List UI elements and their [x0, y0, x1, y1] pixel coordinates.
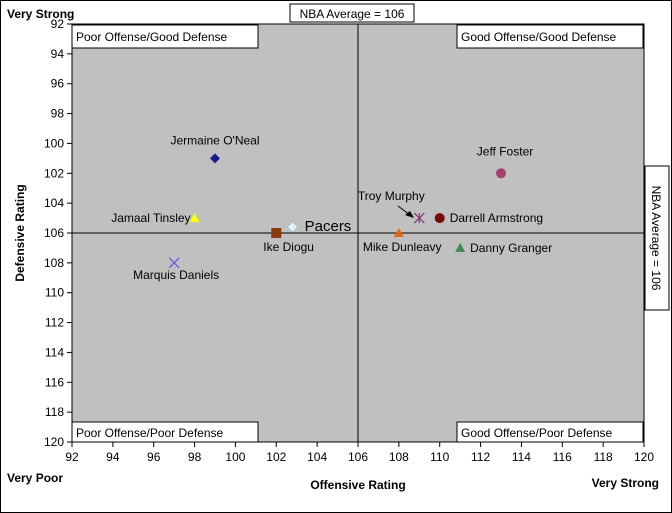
- quadrant-label-top-left: Poor Offense/Good Defense: [71, 24, 259, 49]
- label-danny-granger: Danny Granger: [470, 241, 552, 255]
- y-tick-label: 100: [44, 136, 64, 150]
- x-tick-label: 96: [147, 450, 161, 464]
- x-tick-label: 114: [512, 450, 531, 464]
- troy-murphy-arrow: [397, 205, 414, 218]
- y-axis-ticks: 92 94 96 98 100 102 104 106 108 110 112 114 116 118 12…: [44, 17, 72, 449]
- nba-average-text: NBA Average = 106: [300, 7, 405, 21]
- x-tick-label: 94: [106, 450, 120, 464]
- y-tick-label: 94: [51, 47, 65, 61]
- nba-average-label-top: NBA Average = 106: [289, 3, 415, 23]
- quadrant-text: Poor Offense/Poor Defense: [76, 426, 224, 440]
- y-tick-label: 112: [45, 316, 64, 330]
- point-jeff-foster: [496, 168, 506, 179]
- x-tick-label: 104: [307, 450, 327, 464]
- x-tick-label: 98: [188, 450, 202, 464]
- label-marquis-daniels: Marquis Daniels: [133, 268, 219, 282]
- x-axis-ticks: 92 94 96 98 100 102 104 106 108 110 112 114 116 118 12…: [65, 442, 654, 464]
- label-jeff-foster: Jeff Foster: [477, 144, 533, 158]
- label-ike-diogu: Ike Diogu: [263, 240, 314, 254]
- y-tick-label: 108: [44, 256, 64, 270]
- quadrant-label-top-right: Good Offense/Good Defense: [456, 24, 644, 49]
- y-tick-label: 98: [51, 107, 65, 121]
- x-tick-label: 112: [471, 450, 490, 464]
- point-danny-granger: [455, 242, 466, 252]
- y-tick-label: 118: [45, 405, 64, 419]
- quadrant-text: Poor Offense/Good Defense: [76, 30, 228, 44]
- x-tick-label: 110: [430, 450, 449, 464]
- x-tick-label: 92: [65, 450, 79, 464]
- label-pacers: Pacers: [305, 218, 352, 235]
- quadrant-label-bottom-left: Poor Offense/Poor Defense: [71, 421, 259, 443]
- y-tick-label: 104: [44, 196, 64, 210]
- y-tick-label: 106: [44, 226, 64, 240]
- x-tick-label: 118: [594, 450, 613, 464]
- point-mike-dunleavy: [393, 228, 404, 237]
- y-tick-label: 102: [44, 166, 64, 180]
- point-ike-diogu: [271, 228, 282, 238]
- quadrant-text: Good Offense/Good Defense: [461, 30, 617, 44]
- point-darrell-armstrong: [434, 213, 445, 224]
- x-tick-label: 106: [348, 450, 368, 464]
- x-tick-label: 120: [634, 450, 654, 464]
- corner-label-top-left: Very Strong: [7, 7, 74, 21]
- x-tick-label: 116: [553, 450, 572, 464]
- quadrant-text: Good Offense/Poor Defense: [461, 426, 613, 440]
- point-jermaine-o-neal: [210, 153, 220, 164]
- y-tick-label: 114: [45, 345, 64, 359]
- x-axis-title: Offensive Rating: [310, 478, 405, 492]
- label-darrell-armstrong: Darrell Armstrong: [450, 211, 543, 225]
- corner-label-bottom-left: Very Poor: [7, 471, 63, 485]
- point-troy-murphy: [413, 212, 425, 224]
- corner-label-bottom-right: Very Strong: [592, 476, 659, 490]
- nba-average-label-right: NBA Average = 106: [644, 165, 670, 311]
- point-pacers: [287, 221, 298, 233]
- y-tick-label: 96: [51, 77, 65, 91]
- y-tick-label: 110: [45, 286, 64, 300]
- data-points: [168, 153, 506, 269]
- y-tick-label: 120: [44, 435, 64, 449]
- x-tick-label: 100: [225, 450, 245, 464]
- label-jermaine-o-neal: Jermaine O'Neal: [171, 133, 260, 147]
- x-tick-label: 102: [266, 450, 286, 464]
- label-mike-dunleavy: Mike Dunleavy: [363, 240, 442, 254]
- quadrant-label-bottom-right: Good Offense/Poor Defense: [456, 421, 644, 443]
- data-labels: Jermaine O'Neal Jamaal Tinsley Marquis Dan…: [111, 133, 552, 282]
- point-jamaal-tinsley: [189, 213, 200, 223]
- y-axis-title: Defensive Rating: [13, 184, 27, 281]
- y-tick-label: 116: [45, 375, 64, 389]
- x-tick-label: 108: [389, 450, 409, 464]
- point-marquis-daniels: [168, 257, 180, 269]
- y-tick-label: 92: [51, 17, 65, 31]
- label-troy-murphy: Troy Murphy: [358, 189, 425, 203]
- label-jamaal-tinsley: Jamaal Tinsley: [111, 211, 190, 225]
- nba-average-text: NBA Average = 106: [649, 186, 663, 291]
